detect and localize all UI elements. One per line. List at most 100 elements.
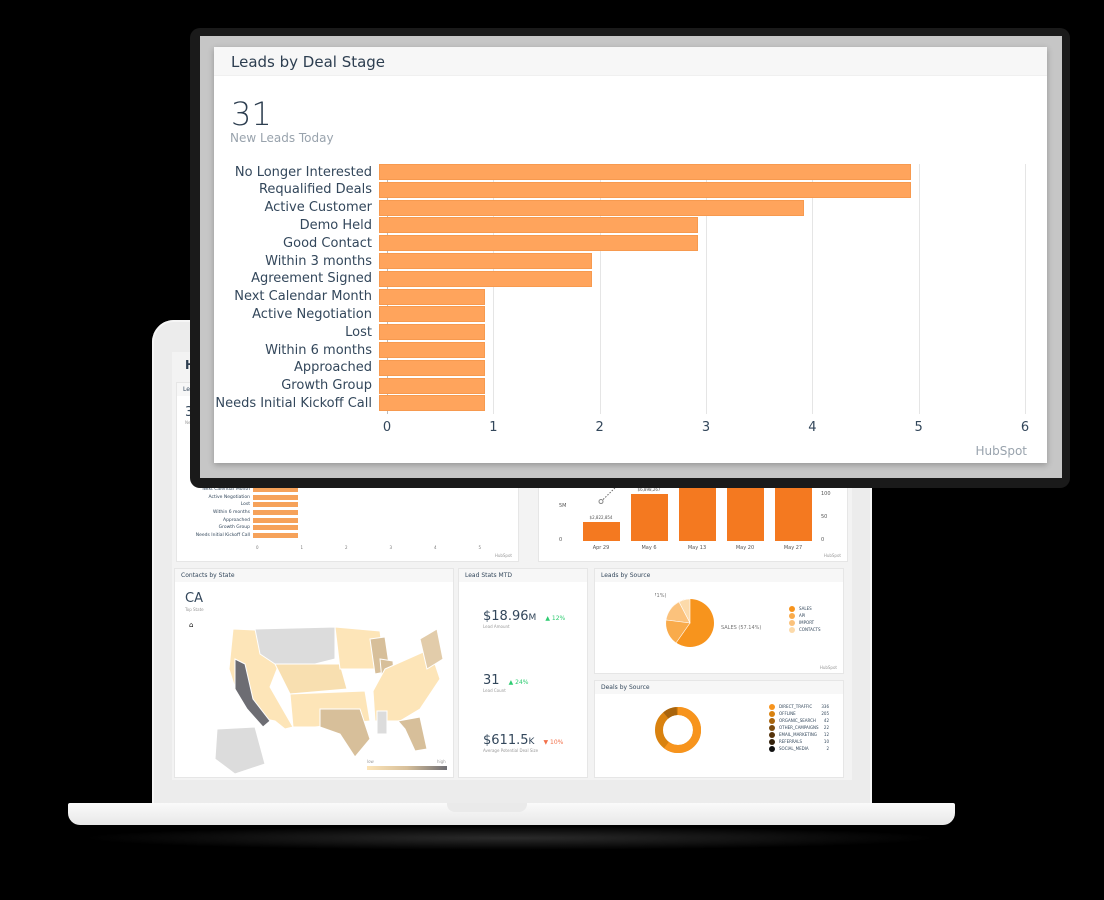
map-legend-low: low [367, 759, 374, 764]
gridline [493, 164, 495, 414]
bar[interactable] [379, 395, 486, 412]
legend-item[interactable]: API 5 [789, 612, 843, 619]
legend-item[interactable]: REFERRALS 10 [769, 738, 829, 745]
svg-text:CONTACTS (10.71%): CONTACTS (10.71%) [655, 593, 666, 599]
bar-label: Next Calendar Month [234, 289, 372, 305]
mini-bar[interactable] [253, 486, 298, 492]
hubspot-credit: HubSpot [975, 444, 1027, 458]
bar-label: Agreement Signed [251, 271, 372, 287]
mini-x-tick: 0 [256, 545, 259, 550]
legend-value: 4 [839, 620, 843, 625]
mini-leads-credit: HubSpot [494, 553, 512, 558]
bar[interactable] [379, 253, 592, 269]
legend-label: API [799, 613, 806, 618]
bar-label: Approached [293, 360, 372, 376]
x-tick-label: 3 [701, 420, 711, 435]
legend-label: OFFLINE [779, 711, 796, 716]
top-state-value: CA [185, 591, 203, 606]
revenue-bar[interactable] [583, 521, 620, 541]
revenue-bar[interactable] [631, 494, 668, 541]
legend-label: DIRECT_TRAFFIC [779, 704, 813, 709]
kpi-label: New Leads Today [230, 131, 334, 145]
leads-source-pie[interactable]: CONTACTS (10.71%) IMPORT (14.29%) API (1… [655, 585, 785, 655]
legend-item[interactable]: SALES 16 [789, 605, 843, 612]
bar[interactable] [379, 217, 698, 234]
mini-x-tick: 5 [478, 545, 482, 550]
legend-item[interactable]: CONTACTS 3 [789, 626, 843, 633]
legend-item[interactable]: EMAIL_MARKETING 12 [769, 731, 829, 738]
bar-row: Needs Initial Kickoff Call [214, 395, 486, 412]
laptop-notch [447, 803, 527, 812]
bar-row: Growth Group [214, 377, 486, 394]
mini-bar-row: Active Negotiation [181, 494, 298, 500]
map-legend-high: high [437, 759, 446, 764]
legend-value: 42 [823, 718, 829, 723]
us-map[interactable] [215, 609, 445, 778]
bar-label: Demo Held [299, 217, 372, 233]
deals-source-donut[interactable] [653, 705, 703, 755]
legend-item[interactable]: ORGANIC_SEARCH 42 [769, 717, 829, 724]
bar[interactable] [379, 181, 911, 198]
legend-label: IMPORT [799, 620, 815, 625]
bar-row: Within 6 months [214, 342, 486, 358]
mini-bar[interactable] [253, 510, 298, 515]
legend-value: 10 [823, 739, 829, 744]
mini-bar[interactable] [253, 517, 298, 523]
bar-label: Lost [345, 324, 372, 340]
deals-by-source-card: Deals by Source DIRECT_TRAFFIC 336 OFFLINE… [594, 680, 844, 778]
bar[interactable] [379, 342, 486, 358]
bar[interactable] [379, 359, 486, 376]
bar-row: Active Negotiation [214, 306, 486, 323]
kpi-value: 31 [231, 95, 272, 133]
mini-bar-row: Growth Group [181, 525, 298, 531]
bar-row: Lost [214, 324, 486, 341]
x-tick-label: 5 [914, 420, 923, 435]
bar-row: Active Customer [214, 199, 805, 216]
mini-bar-label: Within 6 months [213, 510, 250, 515]
revenue-bar-value: $2,822,854 [589, 514, 613, 520]
bar[interactable] [379, 235, 698, 252]
mini-bar[interactable] [253, 502, 298, 508]
gridline [812, 164, 814, 414]
bar[interactable] [379, 164, 911, 180]
bar-label: Active Negotiation [252, 306, 372, 322]
mini-bar[interactable] [253, 525, 298, 531]
revenue-bar[interactable] [727, 484, 764, 541]
revenue-x-label: May 27 [783, 545, 803, 551]
mini-bar-label: Lost [240, 502, 250, 508]
mini-x-tick: 3 [389, 545, 393, 550]
bar[interactable] [379, 306, 486, 323]
legend-item[interactable]: IMPORT 4 [789, 619, 843, 626]
mini-bar[interactable] [253, 494, 298, 500]
home-icon[interactable]: ⌂ [189, 621, 194, 629]
bar-label: Requalified Deals [258, 182, 372, 198]
delta-up: ▲ 24% [508, 679, 529, 686]
bar-row: Demo Held [214, 217, 698, 234]
bar[interactable] [379, 288, 486, 305]
legend-item[interactable]: DIRECT_TRAFFIC 336 [769, 703, 829, 710]
bar-row: No Longer Interested [214, 164, 911, 180]
x-tick-label: 2 [595, 420, 604, 435]
legend-item[interactable]: SOCIAL_MEDIA 2 [769, 745, 829, 752]
revenue-x-label: May 20 [735, 545, 755, 551]
svg-text:SALES (57.14%): SALES (57.14%) [721, 625, 761, 631]
bar[interactable] [379, 270, 592, 287]
bar[interactable] [379, 199, 805, 216]
legend-item[interactable]: OFFLINE 205 [769, 710, 829, 717]
legend-swatch-icon [769, 724, 775, 731]
bar[interactable] [379, 377, 486, 394]
mini-x-tick: 2 [345, 545, 348, 550]
legend-item[interactable]: OTHER_CAMPAIGNS 22 [769, 724, 829, 731]
legend-swatch-icon [769, 738, 775, 745]
legend-value: 16 [839, 606, 843, 611]
lead-stats-card: Lead Stats MTD $18.96M ▲ 12% Lead Amount… [458, 568, 588, 778]
leads-source-title: Leads by Source [595, 569, 843, 582]
bar[interactable] [379, 324, 486, 341]
revenue-y2-tick: 100 [821, 491, 831, 497]
bar-row: Next Calendar Month [214, 288, 486, 305]
bar-label: Needs Initial Kickoff Call [215, 395, 372, 411]
mini-bar[interactable] [253, 533, 298, 539]
legend-swatch-icon [769, 731, 775, 738]
delta-down: ▼ 10% [543, 739, 564, 746]
revenue-bar-value: $6,898,267 [637, 487, 661, 493]
